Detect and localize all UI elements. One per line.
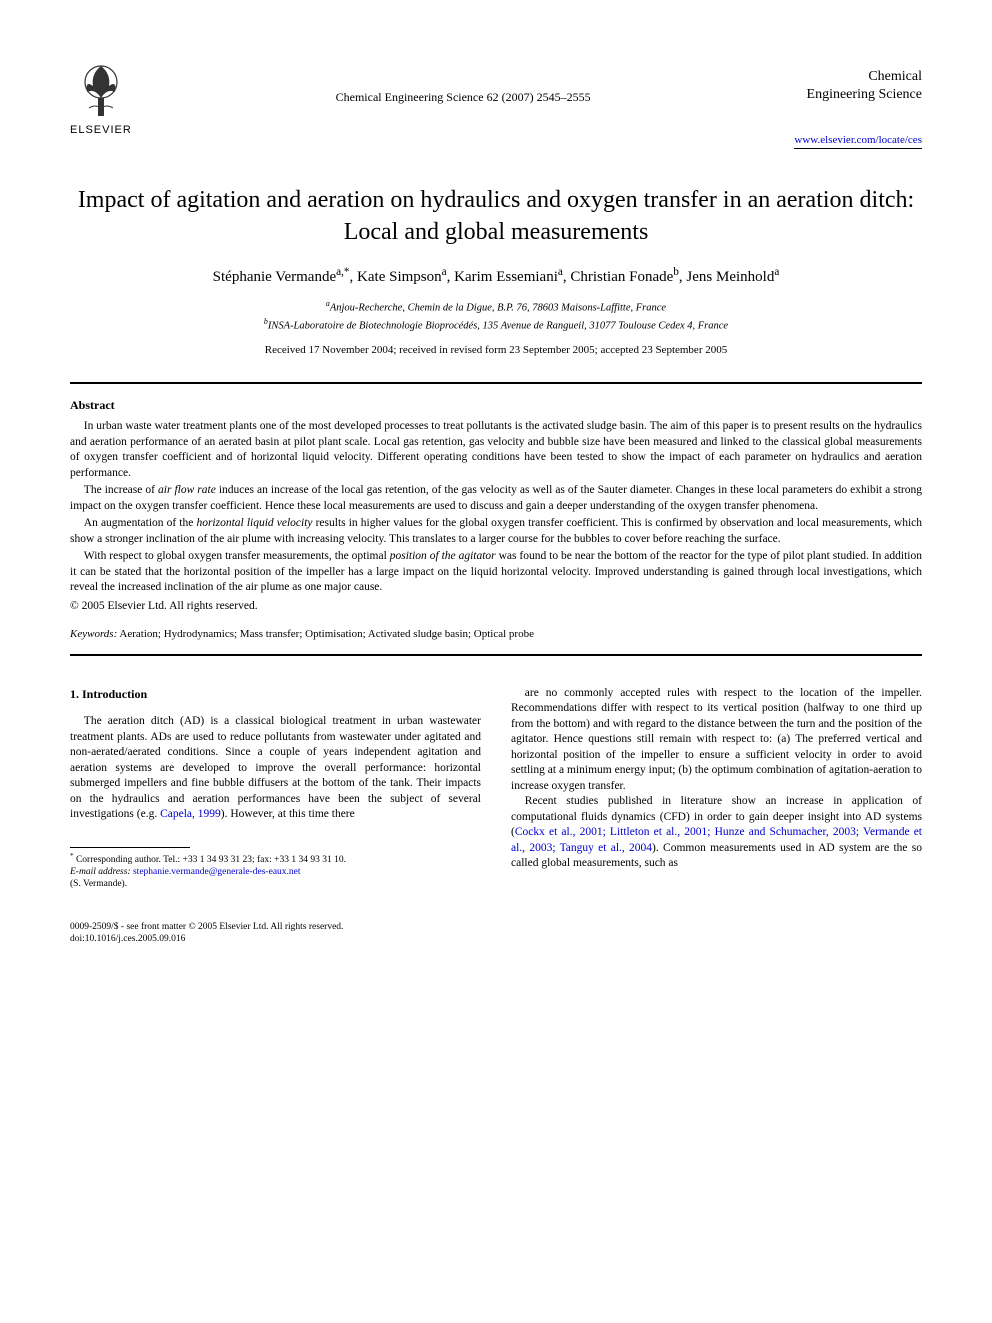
intro-p1-right: are no commonly accepted rules with resp…: [511, 686, 922, 795]
body-columns: 1. Introduction The aeration ditch (AD) …: [70, 686, 922, 891]
section-1-heading: 1. Introduction: [70, 686, 481, 702]
abstract-heading: Abstract: [70, 398, 922, 413]
article-title: Impact of agitation and aeration on hydr…: [70, 185, 922, 247]
issn-line: 0009-2509/$ - see front matter © 2005 El…: [70, 922, 343, 932]
doi-line: doi:10.1016/j.ces.2005.09.016: [70, 934, 185, 944]
email-author-name: (S. Vermande).: [70, 879, 127, 889]
right-column: are no commonly accepted rules with resp…: [511, 686, 922, 891]
keywords-text: Aeration; Hydrodynamics; Mass transfer; …: [119, 628, 534, 640]
elsevier-tree-icon: [71, 60, 131, 120]
abstract-p2: The increase of air flow rate induces an…: [70, 483, 922, 514]
front-matter-info: 0009-2509/$ - see front matter © 2005 El…: [70, 921, 922, 946]
journal-url-link[interactable]: www.elsevier.com/locate/ces: [794, 134, 922, 146]
abstract-p1: In urban waste water treatment plants on…: [70, 419, 922, 481]
keywords-line: Keywords: Aeration; Hydrodynamics; Mass …: [70, 628, 922, 640]
abstract-copyright: © 2005 Elsevier Ltd. All rights reserved…: [70, 600, 922, 612]
publisher-logo: ELSEVIER: [70, 60, 132, 136]
journal-title-line2: Engineering Science: [807, 87, 922, 102]
keywords-label: Keywords:: [70, 628, 117, 640]
journal-title-line1: Chemical: [868, 69, 922, 84]
corresponding-text: Corresponding author. Tel.: +33 1 34 93 …: [76, 855, 346, 865]
affiliation-a: Anjou-Recherche, Chemin de la Digue, B.P…: [330, 302, 666, 313]
authors-line: Stéphanie Vermandea,*, Kate Simpsona, Ka…: [70, 266, 922, 286]
abstract-body: In urban waste water treatment plants on…: [70, 419, 922, 596]
journal-header: ELSEVIER Chemical Engineering Science 62…: [70, 60, 922, 149]
journal-reference: Chemical Engineering Science 62 (2007) 2…: [336, 60, 591, 105]
affiliation-b: INSA-Laboratoire de Biotechnologie Biopr…: [268, 320, 728, 331]
abstract-p3: An augmentation of the horizontal liquid…: [70, 516, 922, 547]
journal-title-block: Chemical Engineering Science www.elsevie…: [794, 60, 922, 149]
corresponding-footnote: * Corresponding author. Tel.: +33 1 34 9…: [70, 852, 481, 891]
publisher-name: ELSEVIER: [70, 124, 132, 136]
header-underline: [794, 148, 922, 149]
email-label: E-mail address:: [70, 867, 131, 877]
intro-p1-left: The aeration ditch (AD) is a classical b…: [70, 714, 481, 823]
affiliations: aAnjou-Recherche, Chemin de la Digue, B.…: [70, 298, 922, 334]
article-dates: Received 17 November 2004; received in r…: [70, 344, 922, 356]
abstract-p4: With respect to global oxygen transfer m…: [70, 549, 922, 596]
left-column: 1. Introduction The aeration ditch (AD) …: [70, 686, 481, 891]
abstract-bottom-rule: [70, 654, 922, 656]
intro-p2-right: Recent studies published in literature s…: [511, 794, 922, 872]
author-email-link[interactable]: stephanie.vermande@generale-des-eaux.net: [133, 867, 301, 877]
footnote-rule: [70, 847, 190, 848]
abstract-top-rule: [70, 382, 922, 384]
